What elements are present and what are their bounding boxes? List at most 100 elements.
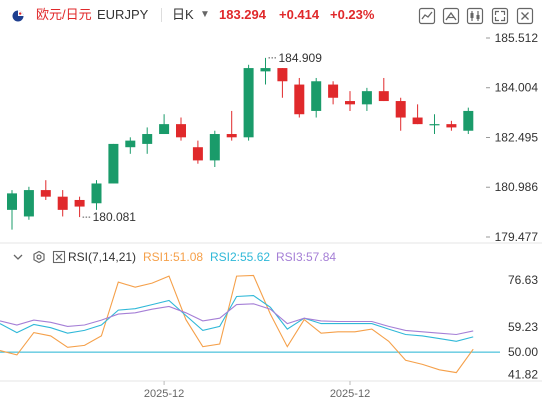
candle-body [74,199,85,207]
fullscreen-icon[interactable] [490,6,510,26]
candle-body [311,81,322,111]
candle-body [226,134,237,138]
chart-grid [0,242,542,382]
candle [57,190,68,217]
indicator-settings-icon[interactable] [32,250,46,264]
candle [91,180,102,210]
time-tick-label: 2025-12 [330,388,370,400]
annotation-label: 184.909 [279,51,323,65]
rsi3-value: RSI3:57.84 [276,250,337,264]
candle [429,114,440,135]
indicator-name: RSI(7,14,21) [68,250,137,264]
candle [226,110,237,141]
rsi-panel: 76.63 59.23 50.00 41.82 [0,273,538,381]
candle [412,104,423,125]
price-tick-label: 180.986 [495,180,539,194]
rsi-tick-label: 41.82 [508,367,538,381]
candle [125,137,136,154]
candle-body [294,84,305,115]
candle [192,140,203,164]
rsi-series-2 [0,295,474,342]
rsi-series-1 [0,274,474,374]
candle-body [243,68,254,138]
candle-body [429,124,440,126]
candle-body [91,183,102,204]
candle-body [260,68,271,72]
candle-body [446,124,457,128]
candle-body [57,196,68,210]
candle-body [277,68,288,82]
candle-body [176,124,186,138]
candle [243,64,254,141]
candle-body [328,84,339,98]
candle [345,91,355,111]
rsi-tick-label: 76.63 [508,273,538,287]
price-change-percent: +0.23% [330,7,375,22]
candle-body [412,117,423,125]
candle [277,68,288,98]
price-axis: 185.512 184.004 182.495 180.986 179.477 [486,31,538,244]
candle-body [192,147,203,161]
period-dropdown-icon[interactable]: ▼ [200,9,210,20]
candle [74,196,85,218]
candle-body [345,101,355,105]
time-axis: 2025-12 2025-12 [144,381,370,400]
candle-body [125,140,136,148]
candle [463,107,474,135]
candle-body [209,134,220,161]
candle [294,77,305,118]
candle [159,114,170,135]
candle [209,130,220,167]
currency-flag-icon [12,9,24,22]
candle [328,81,339,105]
candle [108,143,119,184]
candle-body [361,91,372,105]
price-annotations: 184.909 180.081 [82,51,323,224]
candle-body [23,190,34,217]
indicator-legend: RSI(7,14,21) RSI1:51.08 RSI2:55.62 RSI3:… [0,248,542,266]
price-tick-label: 182.495 [495,130,539,144]
remove-indicator-icon[interactable] [52,250,66,264]
rsi2-value: RSI2:55.62 [210,250,271,264]
candle-body [463,110,474,131]
rsi-tick-label: 59.23 [508,320,538,334]
settings-icon[interactable] [465,6,485,26]
rsi-tick-label: 50.00 [508,345,538,359]
price-tick-label: 179.477 [495,230,539,244]
pair-name: 欧元/日元 [36,7,92,22]
candle-body [159,124,170,135]
candle [23,186,34,220]
time-tick-label: 2025-12 [144,388,184,400]
candle-body [395,101,406,118]
hide-indicator-icon[interactable] [11,250,25,264]
toolbar-divider [161,8,162,22]
candle [446,120,457,131]
candle-body [108,143,119,184]
pair-code: EURJPY [97,7,149,22]
candle [378,77,389,102]
candle [395,97,406,131]
candle [7,190,17,230]
period-selector[interactable]: 日K [172,7,194,22]
rsi-series-3 [0,303,474,336]
candle-body [378,91,389,102]
candle [176,117,186,141]
candlestick-series [7,57,474,230]
price-change: +0.414 [279,7,320,22]
annotation-label: 180.081 [93,210,137,224]
candle-body [142,134,153,144]
candle [40,180,51,200]
last-price: 183.294 [219,7,266,22]
candle-body [7,193,17,210]
candle-body [40,190,51,197]
candle [361,87,372,111]
candle [311,77,322,118]
candle [260,57,271,85]
price-tick-label: 184.004 [495,81,539,95]
candle [142,127,153,154]
line-style-icon[interactable] [417,6,437,26]
close-icon[interactable] [515,6,535,26]
indicator-icon[interactable] [441,6,461,26]
price-tick-label: 185.512 [495,31,539,45]
